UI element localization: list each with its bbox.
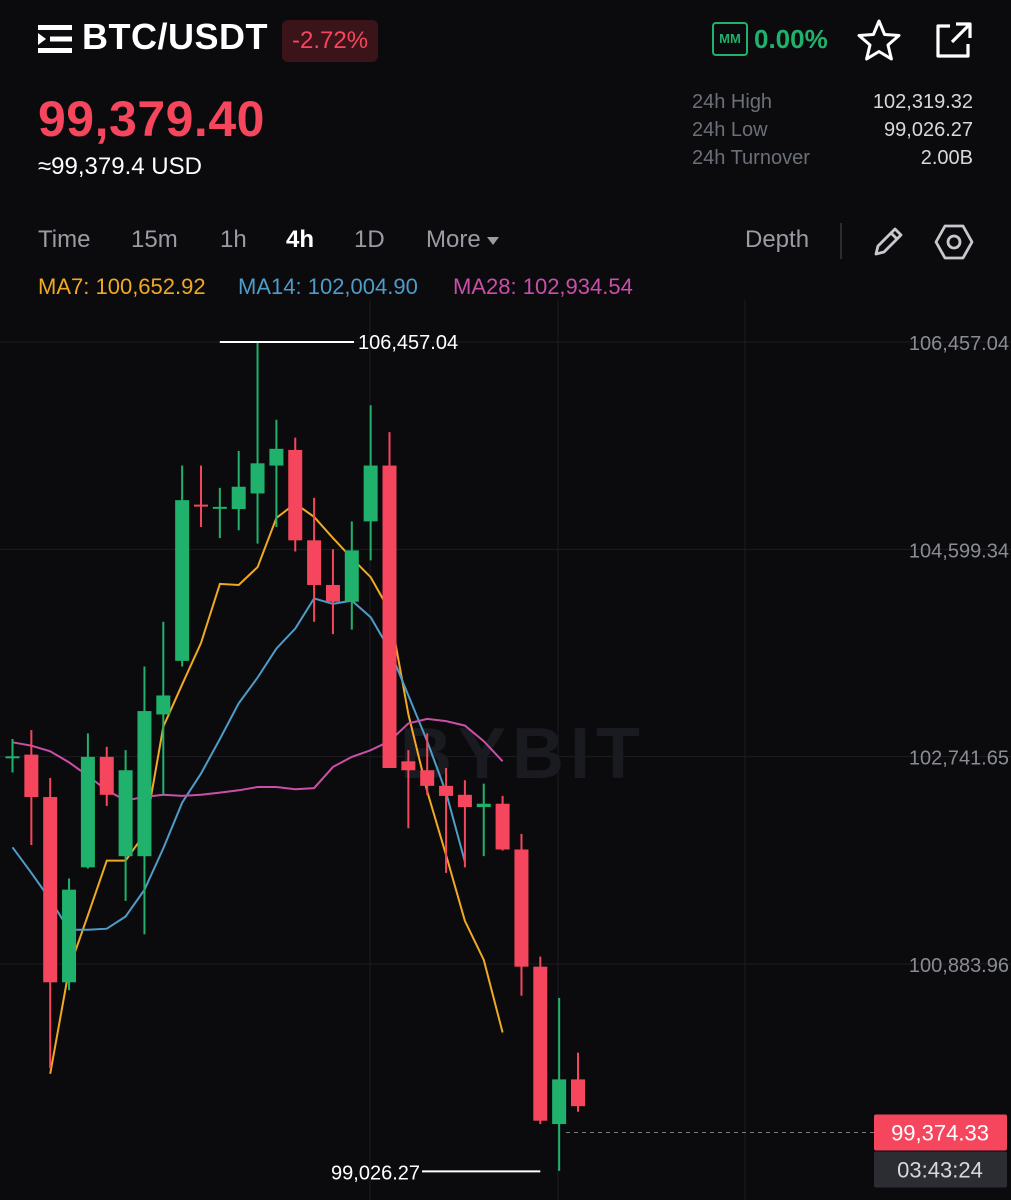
candle-body[interactable] xyxy=(325,584,340,602)
candle-body[interactable] xyxy=(156,695,171,715)
candle-body[interactable] xyxy=(457,794,472,808)
tab-divider xyxy=(840,223,842,259)
caret-down-icon xyxy=(486,236,499,245)
header: BTC/USDT -2.72% MM 0.00% 99,379.40 ≈99,3… xyxy=(0,0,1011,300)
tab-4h[interactable]: 4h xyxy=(286,226,315,253)
stat-value-24h-low: 99,026.27 xyxy=(884,119,973,141)
pair-title[interactable]: BTC/USDT xyxy=(82,16,268,57)
low-marker-label: 99,026.27 xyxy=(331,1162,420,1184)
stat-label-24h-high: 24h High xyxy=(692,91,773,113)
y-tick-label: 106,457.04 xyxy=(909,333,1009,355)
high-marker-label: 106,457.04 xyxy=(358,332,458,354)
current-price-label: 99,374.33 xyxy=(891,1120,989,1145)
candle-body[interactable] xyxy=(288,449,303,541)
candle-body[interactable] xyxy=(99,756,114,795)
ma7-label: MA7: xyxy=(38,274,90,299)
star-icon[interactable] xyxy=(856,18,902,62)
pencil-icon[interactable] xyxy=(868,222,908,262)
candle-body[interactable] xyxy=(382,465,397,769)
candle-body[interactable] xyxy=(250,463,265,494)
candle-body[interactable] xyxy=(344,550,359,602)
candle-body[interactable] xyxy=(62,889,77,983)
candle-body[interactable] xyxy=(476,803,491,808)
countdown-label: 03:43:24 xyxy=(897,1157,983,1182)
candle-body[interactable] xyxy=(43,797,58,983)
hexagon-gear-icon[interactable] xyxy=(934,222,974,262)
candle-body[interactable] xyxy=(420,770,435,786)
ma14-label: MA14: xyxy=(238,274,302,299)
tab-depth[interactable]: Depth xyxy=(745,226,810,253)
stat-value-24h-high: 102,319.32 xyxy=(872,91,973,113)
candle-body[interactable] xyxy=(571,1079,585,1107)
ma28-value: 102,934.54 xyxy=(522,274,633,299)
candle-body[interactable] xyxy=(401,761,416,771)
ma28-indicator: MA28: 102,934.54 xyxy=(453,274,633,300)
tab-1h[interactable]: 1h xyxy=(220,226,247,253)
tab-more[interactable]: More xyxy=(426,226,499,254)
mm-icon[interactable]: MM xyxy=(712,22,748,56)
tab-1d[interactable]: 1D xyxy=(354,226,385,253)
candle-body[interactable] xyxy=(194,504,208,507)
ma7-value: 100,652.92 xyxy=(95,274,206,299)
change-badge: -2.72% xyxy=(282,20,379,62)
candle-body[interactable] xyxy=(175,500,190,661)
candle-body[interactable] xyxy=(231,486,246,510)
candle-body[interactable] xyxy=(307,540,322,585)
candle-body[interactable] xyxy=(439,785,454,796)
countdown-tag xyxy=(874,1151,1007,1188)
candle-body[interactable] xyxy=(514,849,529,967)
ma28-label: MA28: xyxy=(453,274,517,299)
tab-more-label: More xyxy=(426,226,481,253)
current-price-tag xyxy=(874,1114,1007,1151)
ma7-indicator: MA7: 100,652.92 xyxy=(38,274,206,300)
watermark: BYBIT xyxy=(400,714,646,794)
candle-body[interactable] xyxy=(5,756,20,759)
candle-body[interactable] xyxy=(137,711,152,857)
candle-body[interactable] xyxy=(363,465,378,522)
tab-time[interactable]: Time xyxy=(38,226,91,253)
y-tick-label: 100,883.96 xyxy=(909,955,1009,977)
candle-body[interactable] xyxy=(495,803,510,850)
stat-label-24h-low: 24h Low xyxy=(692,119,768,141)
candlestick-chart[interactable]: BYBIT 106,457.04 104,599.34 102,741.65 100,8… xyxy=(0,300,1011,1200)
candle-body[interactable] xyxy=(269,448,284,466)
candle-body[interactable] xyxy=(212,506,227,509)
last-price: 99,379.40 xyxy=(38,91,265,147)
share-icon[interactable] xyxy=(932,18,976,62)
usd-price: ≈99,379.4 USD xyxy=(38,153,202,180)
stat-value-24h-turnover: 2.00B xyxy=(920,147,973,169)
tab-15m[interactable]: 15m xyxy=(131,226,178,253)
ma14-value: 102,004.90 xyxy=(307,274,418,299)
candle-body[interactable] xyxy=(552,1079,567,1125)
candle-body[interactable] xyxy=(118,770,133,857)
candle-body[interactable] xyxy=(80,756,95,868)
y-tick-label: 102,741.65 xyxy=(909,748,1009,770)
y-tick-label: 104,599.34 xyxy=(909,540,1009,562)
menu-icon[interactable] xyxy=(38,24,72,54)
mm-value[interactable]: 0.00% xyxy=(754,24,828,54)
ma14-indicator: MA14: 102,004.90 xyxy=(238,274,418,300)
candle-body[interactable] xyxy=(533,966,548,1121)
stat-label-24h-turnover: 24h Turnover xyxy=(692,147,810,169)
candle-body[interactable] xyxy=(24,754,39,798)
